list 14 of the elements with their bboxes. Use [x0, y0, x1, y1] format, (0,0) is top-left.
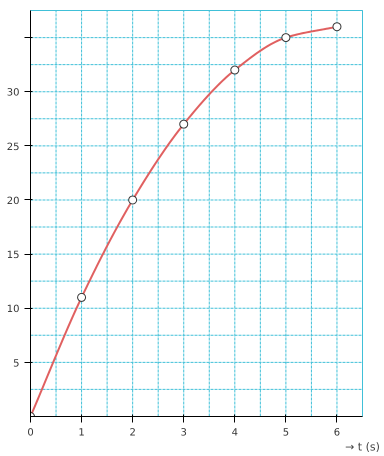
- x-axis-title: → t (s): [345, 440, 380, 454]
- x-tick-label: 0: [27, 428, 34, 438]
- y-tick-label: 5: [13, 358, 20, 370]
- y-tick-label: 30: [6, 88, 20, 99]
- y-tick-label: 20: [6, 196, 20, 207]
- x-tick-label: 1: [78, 428, 85, 438]
- x-tick-label: 6: [334, 428, 340, 438]
- x-tick-label: 4: [232, 428, 238, 438]
- x-tick-label: 3: [180, 428, 187, 438]
- x-tick-label: 5: [282, 428, 290, 438]
- y-tick-label: 25: [6, 142, 20, 153]
- y-tick-label: 10: [6, 304, 20, 316]
- y-tick-label: 15: [6, 250, 20, 262]
- x-tick-label: 2: [129, 428, 136, 438]
